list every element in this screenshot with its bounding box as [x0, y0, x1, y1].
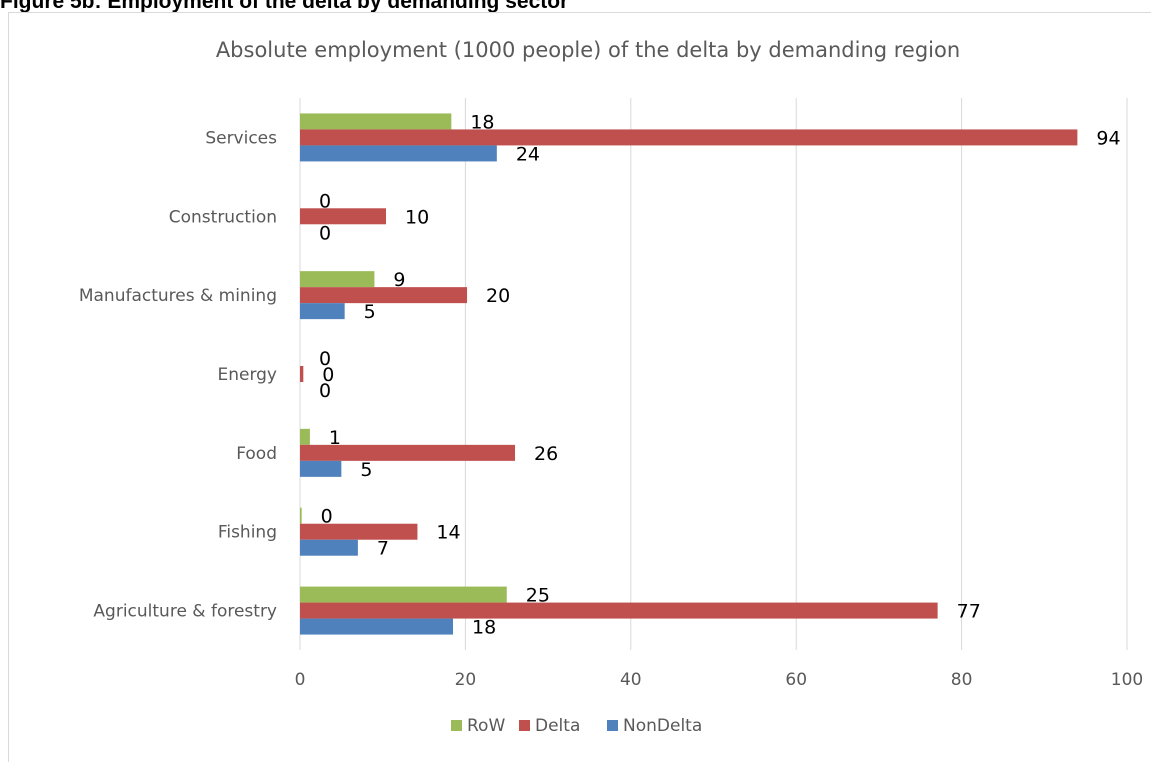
category-label: Energy	[217, 365, 277, 385]
data-label: 94	[1096, 127, 1120, 149]
data-label: 5	[360, 459, 372, 481]
bar-delta	[300, 444, 516, 461]
category-label: Agriculture & forestry	[93, 602, 277, 622]
legend-label: Delta	[535, 716, 580, 736]
category-label: Manufactures & mining	[79, 286, 277, 306]
data-label: 0	[322, 364, 334, 386]
data-label: 26	[534, 443, 558, 465]
data-label: 0	[319, 380, 331, 402]
bar-row	[300, 271, 375, 288]
chart-frame	[8, 12, 1151, 762]
data-label: 0	[321, 506, 333, 528]
bar-row	[300, 113, 452, 130]
bar-nondelta	[300, 539, 358, 556]
x-tick-label: 20	[455, 670, 477, 690]
x-tick-label: 80	[951, 670, 973, 690]
legend-label: RoW	[467, 716, 505, 736]
bar-row	[300, 428, 310, 445]
data-label: 1	[329, 427, 341, 449]
data-label: 77	[957, 601, 981, 623]
x-tick-label: 60	[785, 670, 807, 690]
bar-row	[300, 507, 302, 524]
data-label: 7	[377, 538, 389, 560]
chart-title: Absolute employment (1000 people) of the…	[216, 38, 960, 62]
data-label: 20	[486, 285, 510, 307]
bar-delta	[300, 129, 1078, 146]
data-label: 5	[364, 301, 376, 323]
category-label: Construction	[169, 207, 277, 227]
bar-row	[300, 586, 507, 603]
x-tick-label: 0	[295, 670, 306, 690]
x-tick-label: 100	[1111, 670, 1143, 690]
data-label: 0	[319, 348, 331, 370]
legend-swatch-nondelta	[607, 720, 618, 731]
data-label: 18	[470, 111, 494, 133]
bars	[300, 113, 1078, 635]
legend-swatch-row	[451, 720, 462, 731]
category-labels: Services Construction Manufactures & minin…	[79, 128, 277, 621]
gridlines	[299, 98, 1128, 650]
data-label: 25	[526, 585, 550, 607]
category-label: Food	[236, 444, 277, 464]
bar-nondelta	[300, 303, 345, 320]
data-label: 0	[319, 222, 331, 244]
data-label: 0	[319, 190, 331, 212]
bar-nondelta	[300, 145, 497, 162]
category-label: Services	[205, 128, 277, 148]
bar-nondelta	[300, 460, 342, 477]
bar-delta	[300, 602, 938, 619]
data-label: 9	[393, 269, 405, 291]
legend: RoW Delta NonDelta	[451, 716, 702, 736]
bar-delta	[300, 287, 468, 304]
bar-delta	[300, 523, 418, 540]
legend-swatch-delta	[519, 720, 530, 731]
data-label: 24	[516, 143, 540, 165]
bar-nondelta	[300, 618, 453, 635]
x-axis-ticks: 0 20 40 60 80 100	[295, 670, 1144, 690]
data-label: 10	[405, 206, 429, 228]
x-tick-label: 40	[620, 670, 642, 690]
legend-label: NonDelta	[623, 716, 702, 736]
bar-delta	[300, 366, 304, 382]
data-label: 18	[472, 617, 496, 639]
data-label: 14	[436, 522, 460, 544]
category-label: Fishing	[218, 523, 277, 543]
figure-title: Figure 5b: Employment of the delta by de…	[0, 0, 569, 13]
bar-delta	[300, 208, 387, 225]
